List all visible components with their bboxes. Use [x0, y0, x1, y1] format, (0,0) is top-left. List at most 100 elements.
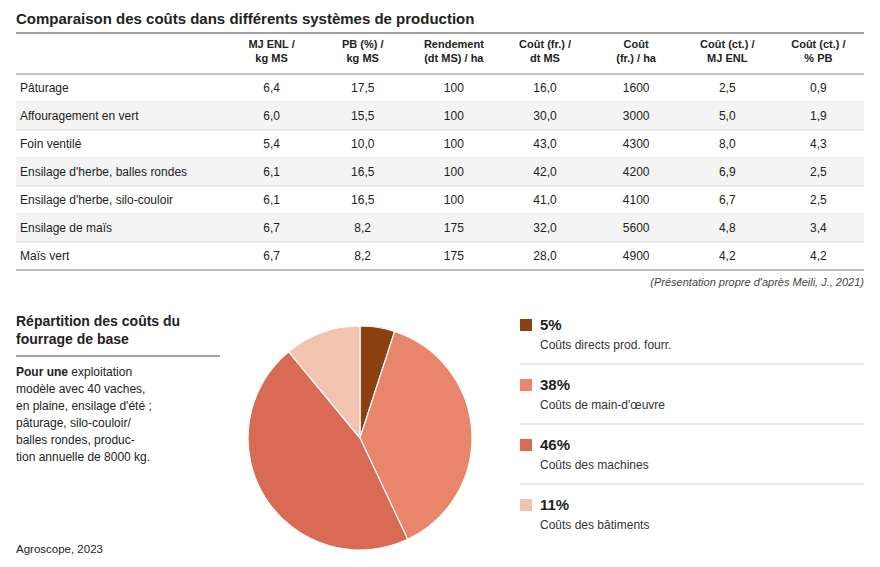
row-label: Foin ventilé	[20, 137, 82, 151]
column-header: PB (%) /	[342, 38, 384, 50]
description-text: tion annuelle de 8000 kg.	[16, 450, 150, 464]
pie-title: fourrage de base	[16, 331, 129, 347]
table-cell: 17,5	[351, 81, 375, 95]
legend-entry: Coûts directs prod. fourr.	[540, 338, 671, 352]
data-label: 11%	[540, 496, 569, 513]
table-cell: 32,0	[533, 221, 557, 235]
table-cell: 4,3	[810, 137, 827, 151]
column-header: Coût (ct.) /	[791, 38, 845, 50]
table-cell: 4,8	[719, 221, 736, 235]
table-bottom-rule	[16, 270, 864, 271]
table-cell: 10,0	[351, 137, 375, 151]
legend-entry: Coûts des machines	[540, 458, 649, 472]
table-cell: 8,0	[719, 137, 736, 151]
column-header: Coût	[624, 38, 649, 50]
table-cell: 100	[444, 109, 464, 123]
table-cell: 175	[444, 249, 464, 263]
table-cell: 5,4	[263, 137, 280, 151]
column-header: (fr.) / ha	[616, 52, 657, 64]
row-label: Pâturage	[20, 81, 69, 95]
pie-description: balles rondes, produc-	[16, 433, 135, 447]
legend-rule	[520, 484, 864, 485]
row-label: Maïs vert	[20, 249, 70, 263]
pie-section: Répartition des coûts dufourrage de base…	[16, 313, 864, 555]
row-rule	[16, 130, 864, 131]
column-header: % PB	[804, 52, 832, 64]
table-cell: 4,2	[719, 249, 736, 263]
pie-description: tion annuelle de 8000 kg.	[16, 450, 150, 464]
pie-title-rule	[16, 356, 220, 357]
pie-description: en plaine, ensilage d'été ;	[16, 399, 152, 413]
data-label: 46%	[540, 436, 570, 453]
description-text: pâturage, silo-couloir/	[16, 416, 131, 430]
description-text: en plaine, ensilage d'été ;	[16, 399, 152, 413]
column-header: Coût (ct.) /	[700, 38, 754, 50]
legend-rule	[520, 364, 864, 365]
legend-swatch	[520, 379, 532, 391]
row-label: Ensilage d'herbe, balles rondes	[20, 165, 187, 179]
pie	[248, 326, 472, 550]
column-header: kg MS	[347, 52, 379, 64]
legend-swatch	[520, 499, 532, 511]
column-header: Rendement	[424, 38, 484, 50]
row-label: Ensilage d'herbe, silo-couloir	[20, 193, 173, 207]
column-header: MJ ENL /	[248, 38, 294, 50]
table-cell: 5,0	[719, 109, 736, 123]
description-text: modèle avec 40 vaches,	[16, 382, 145, 396]
table-cell: 100	[444, 137, 464, 151]
pie-slice	[289, 326, 360, 438]
table-cell: 8,2	[354, 249, 371, 263]
column-header: dt MS	[530, 52, 560, 64]
data-label: 38%	[540, 376, 570, 393]
table-cell: 16,5	[351, 193, 375, 207]
background	[0, 0, 880, 567]
table-cell: 2,5	[810, 165, 827, 179]
table-cell: 2,5	[810, 193, 827, 207]
chart-root: Comparaison des coûts dans différents sy…	[0, 0, 880, 567]
table-cell: 41,0	[533, 193, 557, 207]
table-cell: 100	[444, 193, 464, 207]
column-header: MJ ENL	[707, 52, 748, 64]
description-text: exploitation	[68, 365, 132, 379]
description-text: balles rondes, produc-	[16, 433, 135, 447]
table-cell: 6,0	[263, 109, 280, 123]
table-cell: 2,5	[719, 81, 736, 95]
row-band	[16, 158, 864, 186]
table-cell: 42,0	[533, 165, 557, 179]
legend-swatch	[520, 319, 532, 331]
table-cell: 30,0	[533, 109, 557, 123]
title: Comparaison des coûts dans différents sy…	[16, 10, 474, 27]
pie-source: Agroscope, 2023	[16, 543, 103, 555]
table-cell: 1600	[623, 81, 650, 95]
table-cell: 4300	[623, 137, 650, 151]
header-rule	[16, 74, 864, 75]
table-cell: 15,5	[351, 109, 375, 123]
column-header: (dt MS) / ha	[424, 52, 484, 64]
row-rule	[16, 186, 864, 187]
source-note: (Présentation propre d'après Meili, J., …	[650, 276, 864, 288]
row-label: Affouragement en vert	[20, 109, 139, 123]
table-cell: 6,7	[263, 221, 280, 235]
table-cell: 4900	[623, 249, 650, 263]
legend-entry: Coûts de main-d'œuvre	[540, 398, 665, 412]
table-cell: 4200	[623, 165, 650, 179]
table-cell: 43,0	[533, 137, 557, 151]
pie-description: Pour une exploitation	[16, 365, 132, 379]
pie-description: modèle avec 40 vaches,	[16, 382, 145, 396]
table-cell: 100	[444, 165, 464, 179]
pie-description: pâturage, silo-couloir/	[16, 416, 131, 430]
table: Comparaison des coûts dans différents sy…	[16, 10, 864, 288]
column-header: Coût (fr.) /	[519, 38, 571, 50]
table-cell: 0,9	[810, 81, 827, 95]
table-cell: 3000	[623, 109, 650, 123]
table-cell: 6,9	[719, 165, 736, 179]
table-cell: 4100	[623, 193, 650, 207]
table-cell: 3,4	[810, 221, 827, 235]
description-bold: Pour une	[16, 365, 68, 379]
legend-rule	[520, 424, 864, 425]
table-cell: 4,2	[810, 249, 827, 263]
row-band	[16, 214, 864, 242]
legend-swatch	[520, 439, 532, 451]
table-cell: 6,1	[263, 165, 280, 179]
table-cell: 16,0	[533, 81, 557, 95]
